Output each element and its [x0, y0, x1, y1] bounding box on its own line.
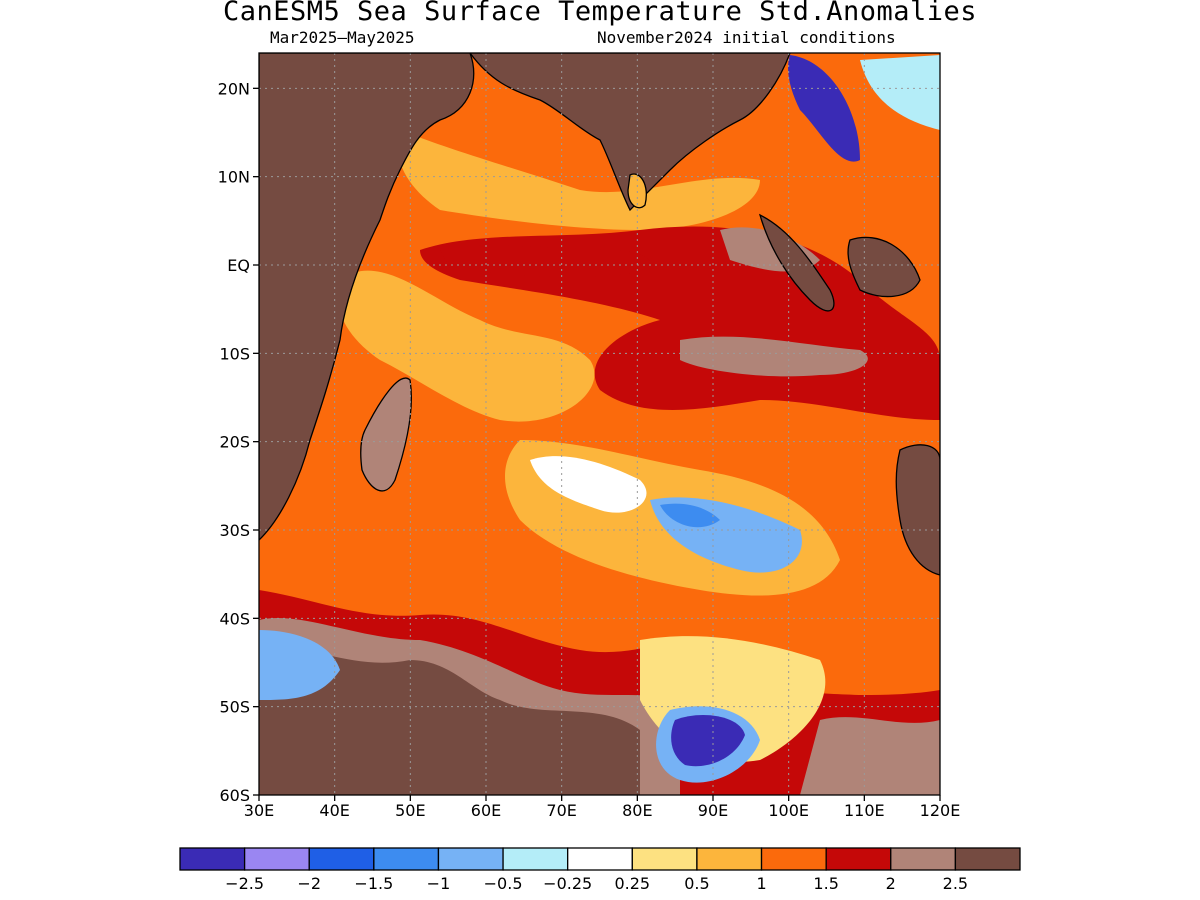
colorbar-swatch	[696, 847, 763, 871]
colorbar-label: −1.5	[354, 874, 393, 893]
east-tan-patch	[680, 336, 868, 377]
se-tan-region	[800, 717, 940, 795]
lon-tick-label: 100E	[768, 801, 809, 820]
colorbar-label: −2.5	[225, 874, 264, 893]
lon-tick-label: 40E	[319, 801, 349, 820]
colorbar-label: −2	[297, 874, 321, 893]
colorbar: −2.5 −2 −1.5 −1 −0.5 −0.25 0.25 0.5 1 1.5 2 2.5	[179, 847, 1021, 893]
borneo-land	[847, 236, 921, 298]
lat-tick-label: 40S	[219, 609, 250, 628]
colorbar-swatch	[890, 847, 957, 871]
ne-cool-patch	[860, 55, 940, 130]
plot-frame	[258, 52, 941, 796]
longitude-axis: 30E 40E 50E 60E 70E 80E 90E 100E 110E 120E	[244, 795, 961, 820]
lon-tick-label: 60E	[471, 801, 501, 820]
gridlines	[259, 53, 940, 795]
madagascar-land	[360, 377, 412, 492]
colorbar-label: 2	[886, 874, 896, 893]
southern-cool-core	[671, 715, 745, 767]
cool-white-patch	[530, 456, 647, 513]
lon-tick-label: 30E	[244, 801, 274, 820]
colorbar-label: 1.5	[813, 874, 838, 893]
southern-brown-region	[259, 640, 640, 795]
lat-tick-label: EQ	[227, 256, 250, 275]
lat-tick-label: 50S	[219, 698, 250, 717]
sw-cool-patch	[259, 630, 340, 700]
africa-arabia-land	[259, 53, 475, 541]
colorbar-label: 1	[756, 874, 766, 893]
map-plot-area	[259, 53, 940, 795]
lon-tick-label: 70E	[546, 801, 576, 820]
colorbar-swatch	[631, 847, 698, 871]
colorbar-label: −1	[427, 874, 451, 893]
colorbar-label: 0.25	[614, 874, 650, 893]
sri-lanka-land	[627, 173, 647, 209]
lat-tick-label: 60S	[219, 786, 250, 805]
lat-tick-label: 10S	[219, 344, 250, 363]
colorbar-swatch	[502, 847, 569, 871]
lon-tick-label: 50E	[395, 801, 425, 820]
colorbar-swatch	[308, 847, 375, 871]
equator-core	[440, 245, 650, 278]
forecast-period: Mar2025—May2025	[270, 28, 415, 47]
map-title: CanESM5 Sea Surface Temperature Std.Anom…	[223, 0, 977, 27]
colorbar-swatch	[243, 847, 310, 871]
australia-land	[895, 444, 940, 576]
colorbar-swatch	[825, 847, 892, 871]
central-yellow-region	[337, 270, 595, 422]
colorbar-swatch	[437, 847, 504, 871]
lon-tick-label: 120E	[920, 801, 961, 820]
cool-blue-core	[660, 503, 720, 528]
latitude-axis: 20N 10N EQ 10S 20S 30S 40S 50S 60S	[218, 79, 259, 805]
lon-tick-label: 90E	[698, 801, 728, 820]
lon-tick-label: 110E	[844, 801, 885, 820]
colorbar-swatch	[567, 847, 633, 871]
colorbar-label: 2.5	[943, 874, 968, 893]
lat-tick-label: 20N	[218, 79, 250, 98]
lon-tick-label: 80E	[622, 801, 652, 820]
colorbar-swatch	[179, 847, 246, 871]
colorbar-label: −0.25	[543, 874, 592, 893]
lat-tick-label: 30S	[219, 521, 250, 540]
colorbar-swatch	[373, 847, 440, 871]
south-china-sea-cool	[788, 55, 860, 162]
initial-conditions: November2024 initial conditions	[597, 28, 896, 47]
colorbar-label: −0.5	[484, 874, 523, 893]
lat-tick-label: 20S	[219, 433, 250, 452]
colorbar-label: 0.5	[684, 874, 709, 893]
north-yellow-band	[397, 130, 760, 230]
lat-tick-label: 10N	[218, 168, 250, 187]
colorbar-swatch	[954, 847, 1021, 871]
sumatra-land	[758, 213, 835, 312]
colorbar-swatch	[760, 847, 827, 871]
india-asia-land	[469, 53, 791, 212]
